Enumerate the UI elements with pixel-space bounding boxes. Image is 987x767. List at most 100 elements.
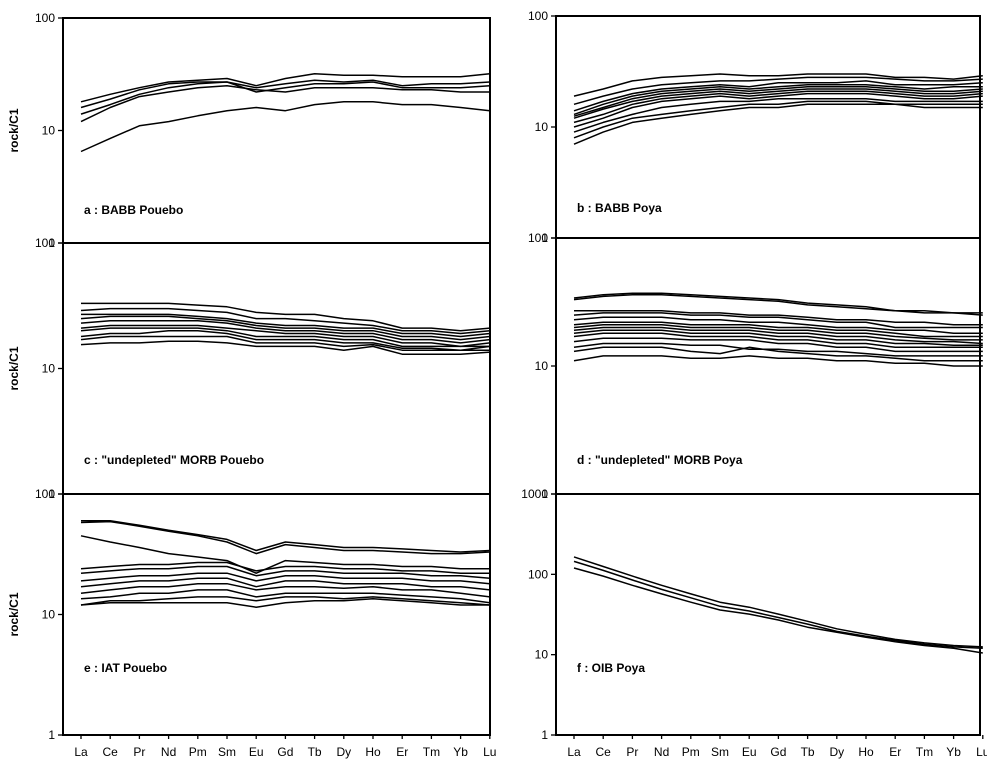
- x-tick-label: Eu: [742, 745, 757, 759]
- series-line: [573, 346, 983, 362]
- series-line: [80, 577, 490, 591]
- x-tick-label: Pr: [133, 745, 145, 759]
- panel-e: 1 10 100 La Ce Pr Nd Pm Sm Eu Gd Tb Dy Ho Er Tm Yb Lu ro…: [7, 487, 496, 759]
- y-ticks: 1 10 100: [35, 11, 63, 250]
- series-line: [80, 589, 490, 604]
- y-tick-label: 1000: [521, 487, 548, 501]
- x-tick-label: Ho: [365, 745, 381, 759]
- x-tick-label: Yb: [946, 745, 961, 759]
- series-line: [80, 324, 490, 348]
- series-line: [80, 79, 490, 109]
- y-tick-label: 1: [48, 487, 55, 501]
- panel-title: b : BABB Poya: [577, 201, 662, 215]
- series-line: [573, 88, 983, 119]
- series-line: [80, 520, 490, 555]
- series-line: [80, 596, 490, 606]
- x-tick-label: Pm: [682, 745, 700, 759]
- y-tick-label: 1: [541, 231, 548, 245]
- panel-b: 1 10 100 b : BABB Poya: [528, 9, 983, 245]
- series-lines: [80, 302, 490, 355]
- panel-title: a : BABB Pouebo: [84, 203, 183, 217]
- series-line: [573, 316, 983, 335]
- x-tick-label: Er: [889, 745, 901, 759]
- panel-c: 1 10 100 rock/C1 c : "undepleted" MORB Pou…: [7, 236, 491, 501]
- series-line: [573, 100, 983, 139]
- panel-title: e : IAT Pouebo: [84, 661, 167, 675]
- y-tick-label: 100: [35, 487, 55, 501]
- series-line: [573, 567, 983, 654]
- x-tick-label: Lu: [483, 745, 496, 759]
- panel-title: f : OIB Poya: [577, 661, 645, 675]
- y-tick-label: 10: [535, 359, 549, 373]
- x-tick-label: Gd: [277, 745, 293, 759]
- y-tick-label: 10: [42, 608, 56, 622]
- series-lines: [573, 556, 983, 654]
- y-tick-label: 10: [42, 362, 56, 376]
- series-line: [80, 561, 490, 574]
- panel-d: 1 10 100 d : "undepleted" MORB Poya: [528, 231, 983, 501]
- x-tick-label: Tm: [423, 745, 440, 759]
- x-tick-label: Eu: [249, 745, 264, 759]
- x-tick-label: Pr: [626, 745, 638, 759]
- series-line: [80, 72, 490, 103]
- series-line: [80, 320, 490, 344]
- series-line: [80, 84, 490, 123]
- series-line: [573, 321, 983, 338]
- series-line: [574, 310, 983, 326]
- x-tick-label: Lu: [976, 745, 987, 759]
- y-tick-label: 100: [35, 236, 55, 250]
- y-axis-label: rock/C1: [7, 108, 21, 152]
- x-tick-label: Ho: [858, 745, 874, 759]
- series-lines: [80, 72, 490, 153]
- x-tick-label: Ce: [103, 745, 119, 759]
- x-ticks: La Ce Pr Nd Pm Sm Eu Gd Tb Dy Ho Er Tm Yb Lu: [567, 735, 987, 759]
- x-tick-label: Nd: [161, 745, 176, 759]
- x-tick-label: La: [74, 745, 88, 759]
- series-line: [80, 572, 490, 585]
- series-line: [80, 335, 490, 351]
- x-tick-label: Dy: [336, 745, 351, 759]
- y-tick-label: 100: [528, 231, 548, 245]
- y-tick-label: 1: [48, 728, 55, 742]
- series-lines: [573, 73, 983, 145]
- y-axis-label: rock/C1: [7, 346, 21, 390]
- x-tick-label: Er: [396, 745, 408, 759]
- series-line: [573, 90, 983, 124]
- series-line: [573, 337, 983, 353]
- series-line: [573, 324, 983, 341]
- series-line: [573, 294, 983, 316]
- y-tick-label: 100: [528, 567, 548, 581]
- y-tick-label: 1: [541, 728, 548, 742]
- series-line: [573, 103, 983, 145]
- series-line: [573, 73, 983, 97]
- x-ticks: La Ce Pr Nd Pm Sm Eu Gd Tb Dy Ho Er Tm Yb Lu: [74, 735, 496, 759]
- series-line: [573, 86, 983, 117]
- series-line: [573, 92, 983, 128]
- series-line: [573, 332, 983, 349]
- y-tick-label: 1: [541, 487, 548, 501]
- y-tick-label: 10: [535, 648, 549, 662]
- x-tick-label: La: [567, 745, 581, 759]
- x-tick-label: Sm: [218, 745, 236, 759]
- series-line: [573, 556, 983, 648]
- series-line: [80, 327, 490, 348]
- y-tick-label: 1: [48, 236, 55, 250]
- series-line: [80, 315, 490, 341]
- series-line: [80, 340, 490, 355]
- series-line: [573, 355, 983, 367]
- y-axis-label: rock/C1: [7, 592, 21, 636]
- series-line: [80, 565, 490, 579]
- series-line: [80, 81, 490, 115]
- y-tick-label: 100: [528, 9, 548, 23]
- series-line: [573, 312, 983, 329]
- x-tick-label: Dy: [829, 745, 844, 759]
- series-line: [81, 313, 490, 338]
- x-tick-label: Yb: [453, 745, 468, 759]
- series-line: [80, 582, 490, 598]
- x-tick-label: Tb: [308, 745, 322, 759]
- y-ticks: 1 10 100: [35, 487, 63, 742]
- series-line: [81, 519, 490, 553]
- panel-frame: [62, 493, 491, 736]
